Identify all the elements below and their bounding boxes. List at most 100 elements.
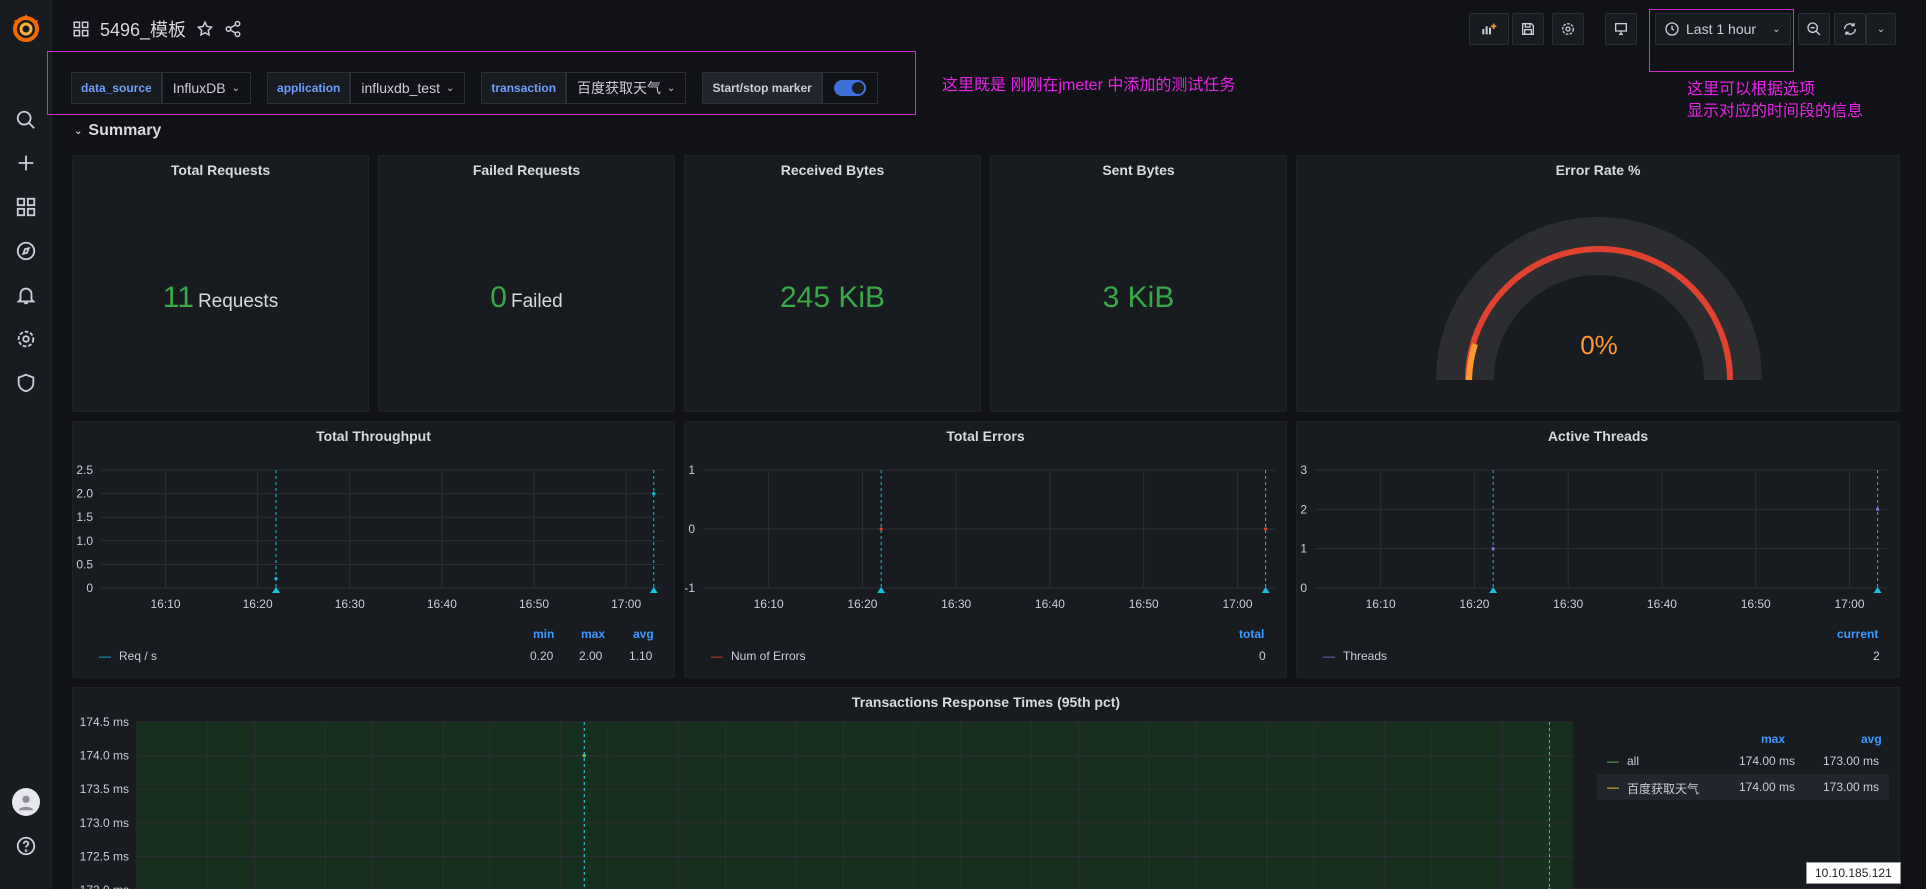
chevron-down-icon: ⌄ xyxy=(1772,23,1781,35)
sidebar xyxy=(0,0,52,889)
dashboard-settings-button[interactable] xyxy=(1552,13,1584,45)
var-select-data-source[interactable]: InfluxDB ⌄ xyxy=(161,72,252,104)
y-tick-label: 1 xyxy=(1300,542,1307,556)
error-rate-gauge: 0% xyxy=(1436,217,1762,381)
plus-icon[interactable] xyxy=(14,151,38,175)
row-summary[interactable]: ⌄ Summary xyxy=(74,122,161,140)
panel-title: Transactions Response Times (95th pct) xyxy=(851,694,1121,710)
y-tick-label: 1.5 xyxy=(76,510,93,524)
x-tick-label: 16:50 xyxy=(519,597,549,611)
alert-bell-icon[interactable] xyxy=(14,283,38,307)
annotation-marker-icon xyxy=(1489,587,1498,593)
var-label-data-source: data_source xyxy=(71,72,162,104)
marker-label: Start/stop marker xyxy=(702,72,822,104)
legend-header-max: max xyxy=(581,627,606,641)
user-avatar-icon[interactable] xyxy=(12,788,40,816)
legend-header-avg: avg xyxy=(1861,732,1882,746)
time-picker-button[interactable]: Last 1 hour ⌄ xyxy=(1655,13,1791,45)
stat-received-bytes: 245 KiB xyxy=(685,281,980,315)
refresh-interval-dropdown[interactable]: ⌄ xyxy=(1866,13,1896,45)
panel-title: Failed Requests xyxy=(472,162,581,178)
dashboards-icon[interactable] xyxy=(14,195,38,219)
y-tick-label: 0.5 xyxy=(76,557,93,571)
annotation-marker-icon xyxy=(649,587,658,593)
panel-response-times[interactable]: Transactions Response Times (95th pct) 1… xyxy=(72,687,1900,889)
panel-title: Sent Bytes xyxy=(1102,162,1175,178)
panel-received-bytes[interactable]: Received Bytes 245 KiB xyxy=(684,155,981,412)
annotation-marker-icon xyxy=(1261,587,1270,593)
shield-icon[interactable] xyxy=(14,371,38,395)
time-picker-label: Last 1 hour xyxy=(1686,21,1757,37)
y-tick-label: 1 xyxy=(688,463,695,477)
legend-row-all[interactable]: — all 174.00 ms 173.00 ms xyxy=(1597,748,1889,774)
panel-title: Total Errors xyxy=(946,428,1025,444)
panel-failed-requests[interactable]: Failed Requests 0 Failed xyxy=(378,155,675,412)
settings-gear-icon[interactable] xyxy=(14,327,38,351)
var-value-data-source: InfluxDB xyxy=(172,80,226,96)
y-tick-label: 0 xyxy=(1300,581,1307,595)
x-tick-label: 16:50 xyxy=(1741,597,1771,611)
legend-row-transaction[interactable]: — 百度获取天气 174.00 ms 173.00 ms xyxy=(1597,774,1889,800)
legend-swatch-icon: — xyxy=(99,649,111,663)
gauge-threshold-arc-start xyxy=(1466,343,1478,381)
refresh-button[interactable] xyxy=(1834,13,1866,45)
panel-total-requests[interactable]: Total Requests 11 Requests xyxy=(72,155,369,412)
marker-toggle[interactable] xyxy=(833,80,866,96)
x-tick-label: 16:30 xyxy=(941,597,971,611)
legend-avg-value: 173.00 ms xyxy=(1823,754,1880,768)
response-times-graph: 172.0 ms 172.5 ms 173.0 ms 173.5 ms 174.0 ms… xyxy=(80,716,1573,889)
legend-series-name[interactable]: Threads xyxy=(1343,649,1388,663)
annotation-marker-icon xyxy=(877,587,886,593)
gauge-value-label: 0% xyxy=(1580,330,1618,360)
errors-graph: -1 0 1 16:10 16:20 16:30 16:40 16:50 17:00 xyxy=(685,463,1275,611)
x-tick-label: 16:10 xyxy=(754,597,784,611)
x-tick-label: 16:20 xyxy=(847,597,877,611)
panel-total-throughput[interactable]: Total Throughput 0 0.5 1.0 1.5 2.0 2.5 16:10 16… xyxy=(72,421,675,678)
chevron-down-icon: ⌄ xyxy=(231,82,241,94)
legend-series-name[interactable]: Num of Errors xyxy=(731,649,806,663)
dashboard-grid-icon xyxy=(73,21,89,37)
panel-sent-bytes[interactable]: Sent Bytes 3 KiB xyxy=(990,155,1287,412)
zoom-out-button[interactable] xyxy=(1798,13,1830,45)
grafana-logo-icon[interactable] xyxy=(8,10,44,46)
y-tick-label: 3 xyxy=(1300,463,1307,477)
explore-compass-icon[interactable] xyxy=(14,239,38,263)
dashboard-title[interactable]: 5496_模板 xyxy=(100,20,187,40)
panel-total-errors[interactable]: Total Errors -1 0 1 16:10 16:20 16:30 16:40 16:… xyxy=(684,421,1287,678)
data-point xyxy=(274,576,278,581)
legend-max-value: 174.00 ms xyxy=(1739,754,1796,768)
monitor-icon xyxy=(1615,23,1627,35)
stat-value: 3 KiB xyxy=(1102,281,1175,314)
data-point xyxy=(1876,507,1880,511)
help-icon[interactable] xyxy=(14,834,38,858)
stat-total-requests: 11 Requests xyxy=(73,281,368,315)
panel-error-rate[interactable]: Error Rate % 0% xyxy=(1296,155,1900,412)
var-select-transaction[interactable]: 百度获取天气 ⌄ xyxy=(566,72,687,104)
legend-swatch-icon: — xyxy=(1323,649,1335,663)
y-tick-label: 173.0 ms xyxy=(80,816,129,830)
zoom-out-icon xyxy=(1807,22,1821,36)
chevron-down-icon: ⌄ xyxy=(445,82,455,94)
stat-failed-requests: 0 Failed xyxy=(379,281,674,315)
var-label-transaction: transaction xyxy=(481,72,567,104)
y-tick-label: -1 xyxy=(685,581,695,595)
panel-active-threads[interactable]: Active Threads 0 1 2 3 16:10 16:20 16:30 16:40 1… xyxy=(1296,421,1900,678)
search-icon[interactable] xyxy=(14,108,38,132)
legend-swatch-icon: — xyxy=(1607,780,1619,794)
x-tick-label: 16:20 xyxy=(243,597,273,611)
annotation-box-time-picker xyxy=(1649,9,1794,72)
variables-bar: data_source InfluxDB ⌄ application influx… xyxy=(71,70,878,106)
tv-mode-button[interactable] xyxy=(1605,13,1637,45)
data-point xyxy=(652,492,656,496)
y-tick-label: 2.0 xyxy=(76,487,93,501)
star-icon[interactable] xyxy=(196,20,214,38)
share-icon[interactable] xyxy=(224,20,242,38)
x-tick-label: 16:20 xyxy=(1459,597,1489,611)
add-panel-button[interactable] xyxy=(1469,13,1509,45)
legend-avg-value: 1.10 xyxy=(629,649,653,663)
save-dashboard-button[interactable] xyxy=(1512,13,1544,45)
legend-series-name[interactable]: Req / s xyxy=(119,649,158,663)
var-select-application[interactable]: influxdb_test ⌄ xyxy=(350,72,466,104)
chevron-down-icon: ⌄ xyxy=(667,82,676,94)
